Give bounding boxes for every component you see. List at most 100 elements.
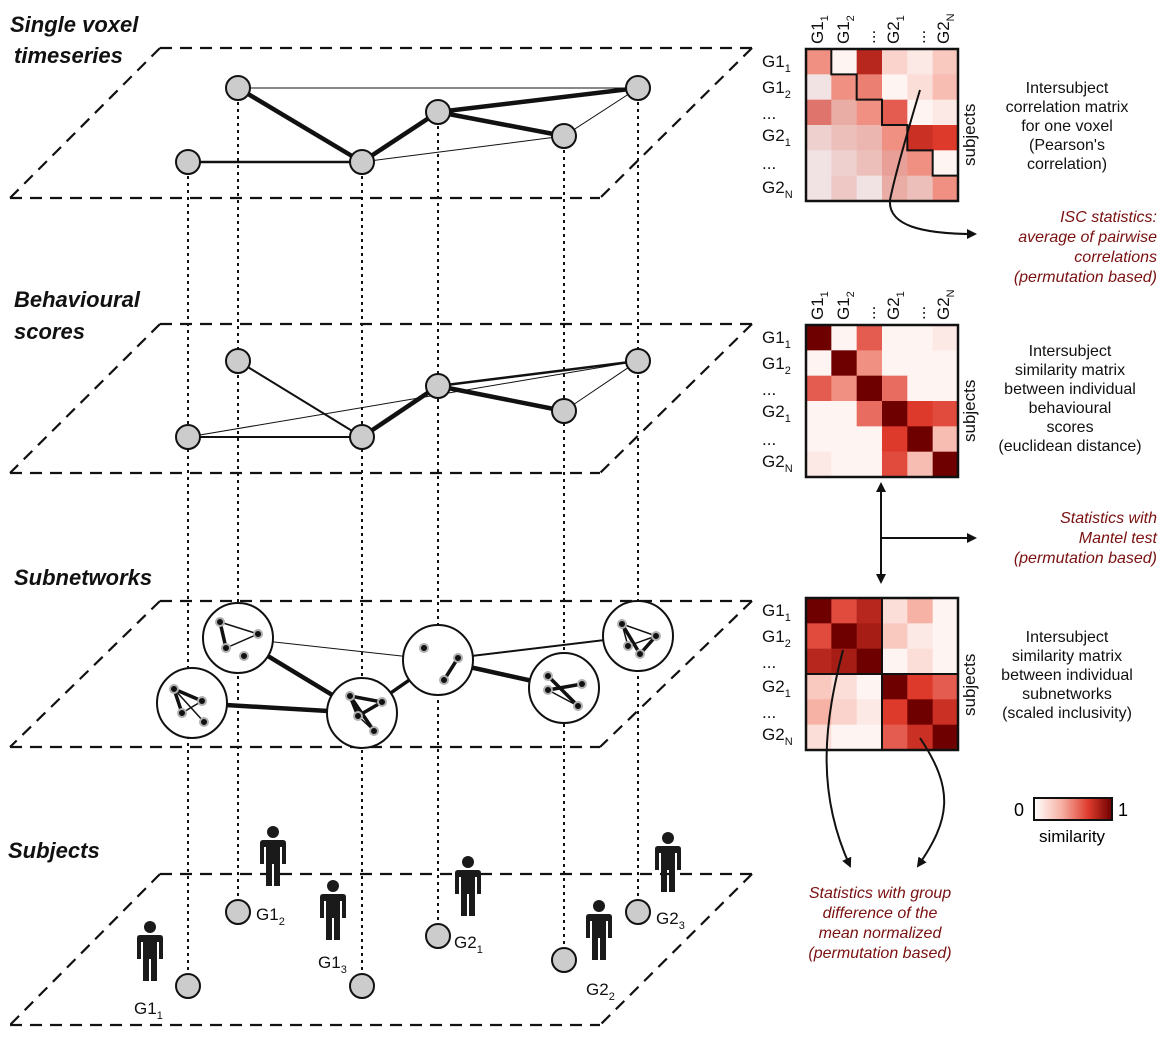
behaviour-matrix-cell	[831, 451, 858, 478]
behaviour-matrix-cell	[856, 375, 883, 402]
behaviour-matrix-border	[804, 323, 960, 479]
behaviour-row-label: ...	[762, 380, 776, 399]
isc-matrix-cell	[831, 150, 858, 177]
behaviour-matrix-cell	[831, 375, 858, 402]
colorbar-gradient	[1033, 797, 1113, 821]
isc-matrix	[804, 47, 960, 203]
person-icon	[320, 880, 346, 940]
isc-matrix-cell	[932, 125, 959, 151]
behaviour-matrix-cell	[932, 401, 959, 427]
isc-col-labels: G11 G12 ... G21 ... G2N	[808, 13, 957, 44]
subnetworks-matrix-cell	[907, 674, 934, 700]
svg-text:average of pairwise: average of pairwise	[1018, 229, 1157, 246]
subnetworks-matrix-cell	[932, 623, 959, 650]
subnetwork-bubbles	[156, 600, 674, 749]
behaviour-matrix-cell	[932, 325, 959, 351]
svg-text:(euclidean distance): (euclidean distance)	[998, 438, 1141, 455]
behaviour-nodes	[175, 348, 651, 450]
isc-row-label: G2N	[762, 178, 793, 201]
mini-network	[546, 674, 583, 708]
behaviour-matrix-cell	[882, 451, 908, 478]
behaviour-subjects-label: subjects	[960, 380, 979, 442]
subnetworks-matrix-cell	[882, 648, 908, 675]
timeseries-node	[175, 149, 201, 175]
behaviour-graph	[187, 359, 639, 439]
behaviour-node	[425, 373, 451, 399]
subject-nodes	[175, 899, 651, 999]
behaviour-matrix-cell	[907, 426, 934, 453]
behaviour-col-label: G11	[808, 291, 831, 320]
person-icon	[137, 921, 163, 981]
subject-node	[349, 973, 375, 999]
behaviour-matrix-cell	[907, 451, 934, 478]
behaviour-row-label: G21	[762, 402, 791, 425]
isc-matrix-cell	[806, 150, 832, 177]
subnetworks-matrix-cell	[907, 623, 934, 650]
isc-col-label: G11	[808, 15, 831, 44]
subnetworks-row-label: ...	[762, 703, 776, 722]
group-stats-arrows	[825, 649, 946, 868]
behaviour-matrix-cell	[806, 325, 832, 351]
isc-matrix-cell	[932, 99, 959, 126]
subnetwork-bubble	[602, 600, 674, 672]
isc-matrix-cell	[882, 74, 908, 101]
behaviour-row-label: G11	[762, 328, 791, 351]
isc-matrix-cell	[882, 49, 908, 75]
isc-col-label: ...	[910, 30, 929, 44]
subnetworks-matrix-cell	[882, 674, 908, 700]
subject-label-g2-3: G23	[656, 909, 685, 932]
isc-matrix-cell	[856, 150, 883, 177]
subnetworks-description: Intersubject similarity matrix between i…	[1001, 629, 1133, 722]
subnetworks-subjects-label: subjects	[960, 654, 979, 716]
isc-matrix-cell	[932, 175, 959, 202]
subnetworks-matrix-cell	[856, 674, 883, 700]
subnetworks-matrix-cell	[932, 598, 959, 624]
subnetworks-matrix-cell	[907, 699, 934, 726]
isc-matrix-cell	[831, 175, 858, 202]
person-icon	[586, 900, 612, 960]
subnetworks-matrix-cell	[806, 674, 832, 700]
svg-text:(scaled inclusivity): (scaled inclusivity)	[1002, 705, 1132, 722]
subnetworks-matrix-cell	[907, 724, 934, 751]
behaviour-matrix-cell	[907, 401, 934, 427]
isc-matrix-cell	[806, 49, 832, 75]
behaviour-matrix-cell	[932, 426, 959, 453]
subnetworks-row-label: G21	[762, 677, 791, 700]
svg-text:Intersubject: Intersubject	[1026, 80, 1109, 97]
isc-col-label: ...	[860, 30, 879, 44]
timeseries-node	[625, 75, 651, 101]
svg-text:ISC statistics:: ISC statistics:	[1060, 209, 1157, 226]
person-icon	[260, 826, 286, 886]
subnetworks-matrix-cell	[806, 623, 832, 650]
isc-stats-arrow	[888, 89, 977, 239]
isc-col-label: G2N	[934, 13, 957, 44]
behaviour-matrix-cell	[856, 350, 883, 377]
isc-matrix-cell	[882, 99, 908, 126]
person-icon	[455, 856, 481, 916]
behaviour-matrix-cell	[806, 401, 832, 427]
subnetworks-row-label: G12	[762, 627, 791, 650]
colorbar-label: similarity	[1039, 827, 1106, 846]
isc-matrix-cell	[932, 150, 959, 177]
svg-text:correlations: correlations	[1074, 249, 1157, 266]
group-stats-text: Statistics with group difference of the …	[808, 885, 951, 962]
behaviour-description: Intersubject similarity matrix between i…	[998, 343, 1141, 455]
subject-figures	[137, 826, 681, 981]
isc-matrix-border	[804, 47, 960, 203]
svg-text:Intersubject: Intersubject	[1026, 629, 1109, 646]
subject-node	[175, 973, 201, 999]
svg-text:(permutation based): (permutation based)	[1014, 269, 1157, 286]
colorbar-min: 0	[1014, 800, 1024, 820]
isc-matrix-cell	[932, 74, 959, 101]
subnetworks-matrix-cell	[932, 699, 959, 726]
svg-text:between individual: between individual	[1001, 667, 1133, 684]
isc-matrix-cell	[856, 175, 883, 202]
timeseries-nodes	[175, 75, 651, 175]
behaviour-matrix-cell	[806, 426, 832, 453]
mantel-arrows	[876, 482, 977, 584]
subject-node	[425, 923, 451, 949]
behaviour-matrix-cell	[856, 401, 883, 427]
isc-matrix-cell	[932, 49, 959, 75]
behaviour-matrix-cell	[882, 350, 908, 377]
behaviour-matrix-cell	[932, 375, 959, 402]
